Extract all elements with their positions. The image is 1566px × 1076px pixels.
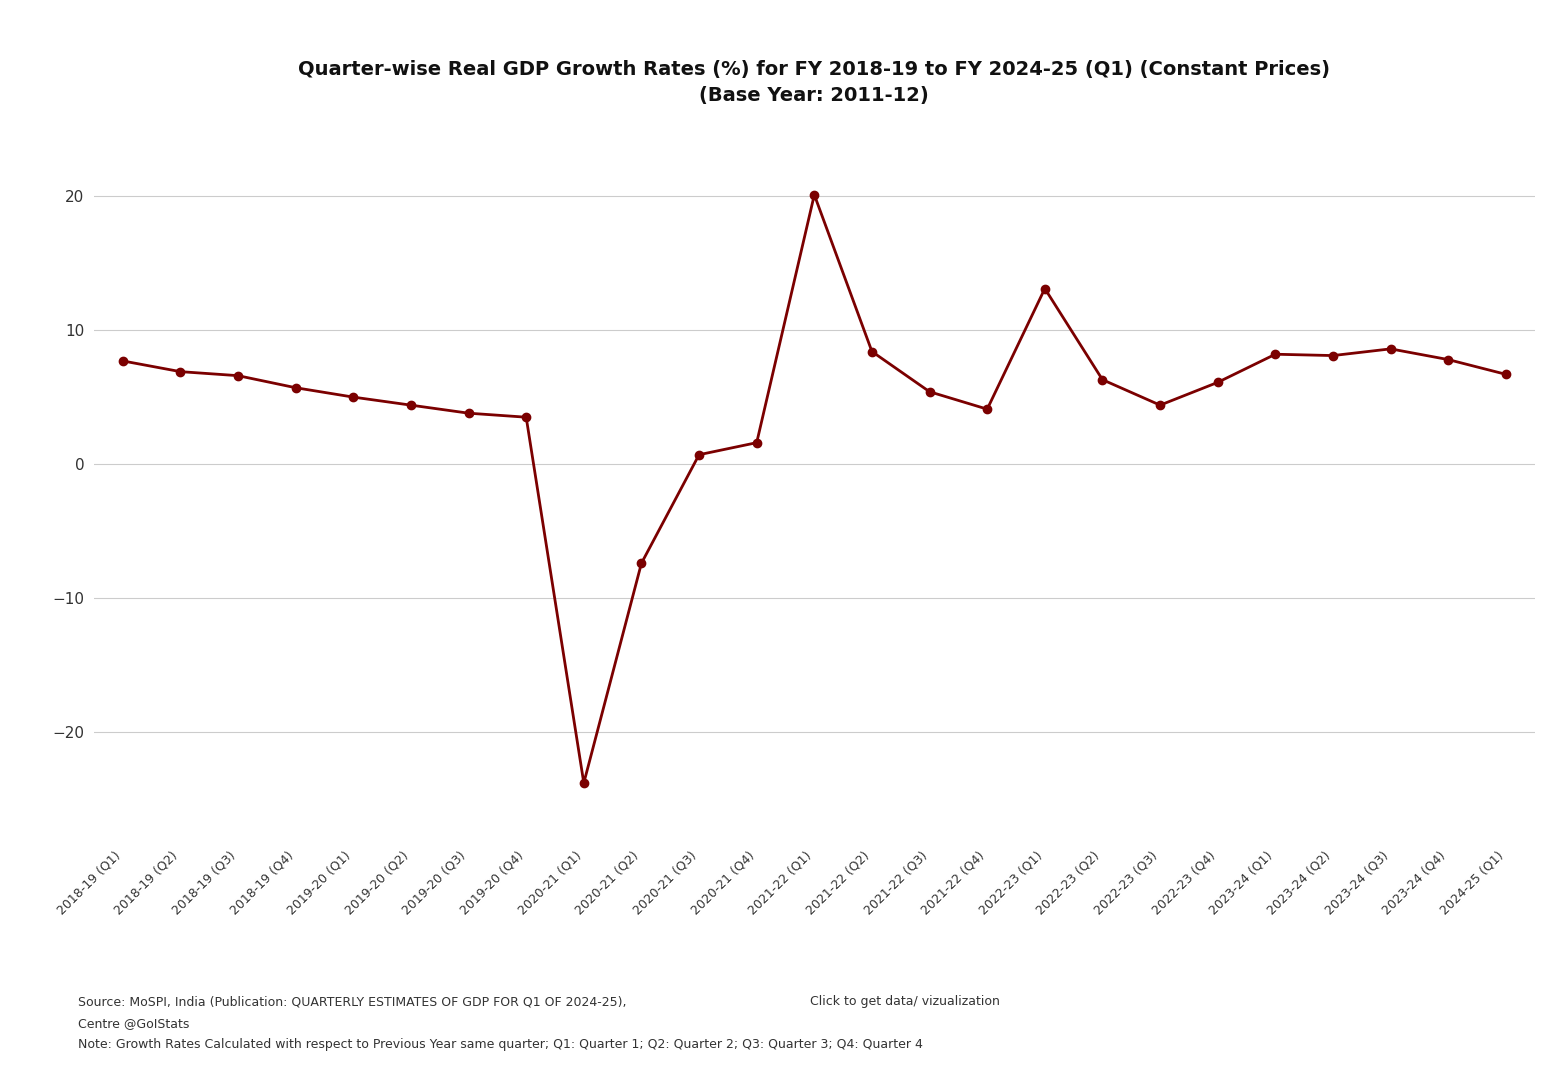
Title: Quarter-wise Real GDP Growth Rates (%) for FY 2018-19 to FY 2024-25 (Q1) (Consta: Quarter-wise Real GDP Growth Rates (%) f… — [298, 60, 1331, 105]
Text: Note: Growth Rates Calculated with respect to Previous Year same quarter; Q1: Qu: Note: Growth Rates Calculated with respe… — [78, 1038, 924, 1051]
Text: Source: MoSPI, India (Publication: QUARTERLY ESTIMATES OF GDP FOR Q1 OF 2024-25): Source: MoSPI, India (Publication: QUART… — [78, 995, 631, 1008]
Text: Click to get data/ vizualization: Click to get data/ vizualization — [810, 995, 999, 1008]
Text: Centre @GoIStats: Centre @GoIStats — [78, 1017, 189, 1030]
